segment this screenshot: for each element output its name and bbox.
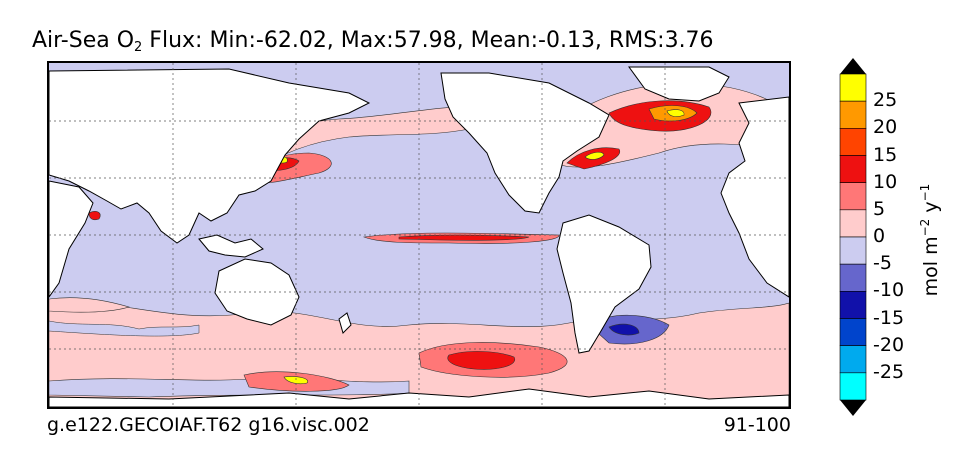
colorbar-segment	[839, 263, 867, 292]
units-main: mol m	[920, 236, 942, 297]
colorbar-segment	[839, 345, 867, 374]
south-pacific-core	[447, 351, 516, 370]
title-subscript: 2	[134, 40, 143, 55]
colorbar-segment	[839, 318, 867, 346]
colorbar-segment	[839, 73, 867, 102]
colorbar-tick-label: 5	[873, 197, 886, 220]
colorbar-tick-label: 0	[873, 225, 886, 247]
greenland-land	[628, 66, 730, 102]
colorbar-segment	[839, 128, 867, 156]
colorbar-under-arrow	[840, 400, 866, 416]
map-svg	[49, 63, 789, 407]
south-atlantic-negative-core	[608, 323, 640, 336]
colorbar-segment	[839, 155, 867, 183]
colorbar-tick-label: -25	[873, 360, 905, 383]
title-rest: Flux: Min:-62.02, Max:57.98, Mean:-0.13,…	[142, 28, 714, 53]
gulf-stream-core	[584, 151, 605, 160]
colorbar-tick-label: -20	[873, 333, 905, 356]
colorbar	[839, 58, 867, 416]
colorbar-segment	[839, 209, 867, 238]
maritime-continent	[198, 234, 264, 258]
colorbar-tick-label: 20	[873, 116, 898, 139]
plot-title: Air-Sea O2 Flux: Min:-62.02, Max:57.98, …	[32, 28, 714, 55]
colorbar-segment	[839, 372, 867, 401]
labrador-sea-yellow	[666, 109, 685, 117]
colorbar-segment	[839, 291, 867, 319]
eurasia-land	[49, 68, 371, 244]
australia-land	[214, 258, 300, 326]
colorbar-tick-label: 25	[873, 89, 898, 112]
units-mid: y	[920, 201, 942, 219]
units-exp2: −1	[918, 183, 932, 202]
south-america-land	[556, 214, 652, 354]
world-map	[47, 61, 791, 409]
south-indian-core	[283, 376, 309, 385]
colorbar-segment	[839, 100, 867, 129]
new-zealand-land	[338, 312, 352, 334]
case-name: g.e122.GECOIAF.T62 g16.visc.002	[47, 414, 370, 436]
graticule	[49, 63, 789, 407]
southern-subtropics-negative	[49, 320, 200, 337]
colorbar-segment	[839, 182, 867, 211]
colorbar-tick-label: 15	[873, 143, 898, 166]
units-exp1: −2	[918, 218, 932, 237]
colorbar-segments	[839, 73, 867, 401]
east-pacific-positive	[49, 297, 131, 313]
colorbar-tick-label: -10	[873, 279, 905, 302]
colorbar-tick-label: 10	[873, 170, 898, 193]
colorbar-segment	[839, 236, 867, 265]
colorbar-over-arrow	[840, 58, 866, 74]
colorbar-tick-label: -5	[873, 252, 892, 275]
africa-land	[49, 180, 94, 298]
colorbar-tick-label: -15	[873, 306, 905, 329]
colorbar-units: mol m−2 y−1	[918, 184, 942, 297]
year-range: 91-100	[723, 414, 791, 436]
title-prefix: Air-Sea O	[32, 28, 135, 53]
europe-africa-right	[720, 96, 789, 298]
arabian-sea-red	[88, 211, 101, 221]
north-america-land	[440, 72, 610, 214]
equatorial-pacific-core	[398, 234, 530, 241]
